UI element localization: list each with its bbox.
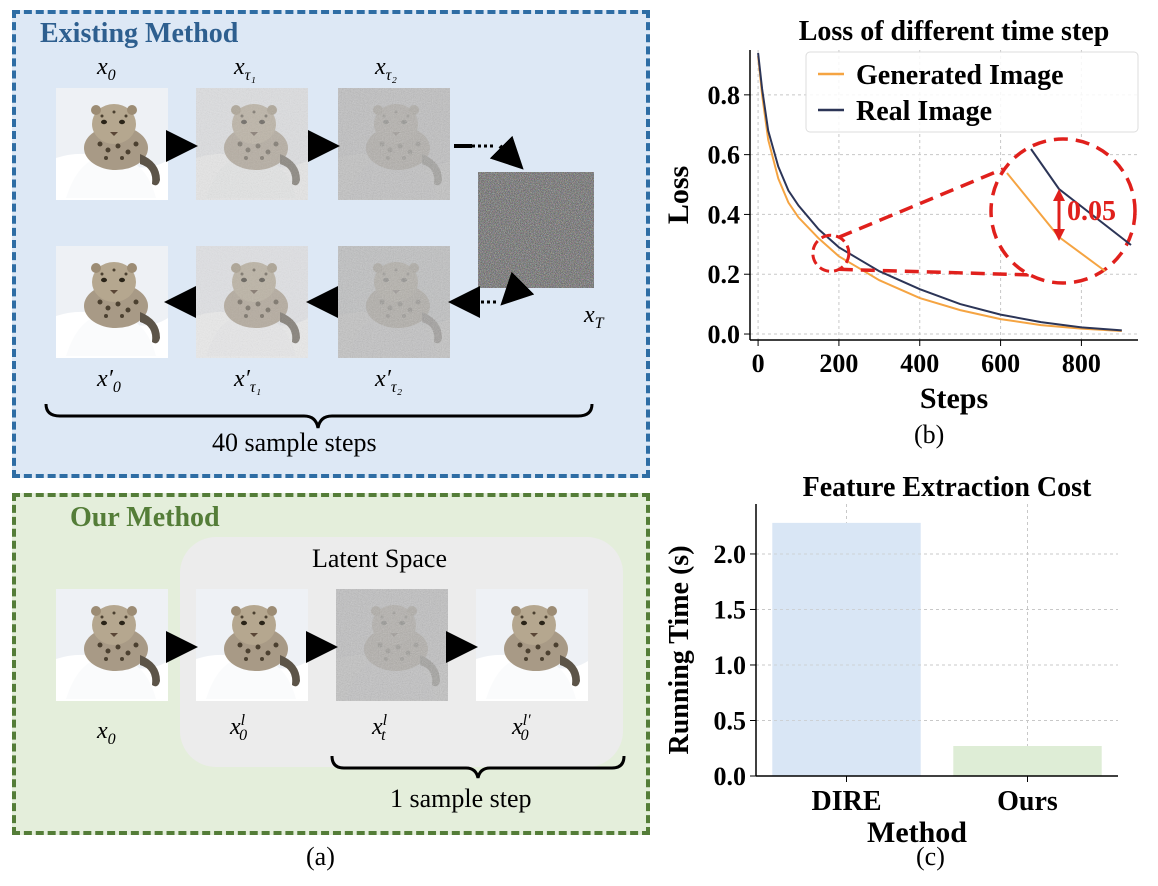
x-tick-label: 200 <box>819 349 858 378</box>
zoom-gap-arrowhead-down <box>1053 229 1065 241</box>
chart-c-ylabel: Running Time (s) <box>664 545 695 754</box>
bar-ours <box>953 746 1102 776</box>
zoom-source-circle <box>811 233 851 273</box>
label-xtau1-top: xτ₁ <box>234 54 256 84</box>
label-xtau2-prime: x′τ₂ <box>375 366 403 396</box>
label-xT: xT <box>584 302 604 332</box>
x-tick-label: 0 <box>752 349 765 378</box>
zoom-gap-label: 0.05 <box>1067 196 1116 227</box>
legend-label-0: Generated Image <box>856 60 1064 91</box>
bar-dire <box>772 522 921 776</box>
y-tick-label: 1.5 <box>714 595 747 624</box>
label-x0-prime: x′0 <box>97 366 121 396</box>
x-tick-label: 800 <box>1062 349 1101 378</box>
legend-box <box>805 51 1139 133</box>
label-xtau2-top: xτ₂ <box>375 54 397 84</box>
existing-method-title: Existing Method <box>40 18 239 49</box>
leopard-image-noise-1 <box>196 88 308 200</box>
our-method-arrows <box>166 631 626 779</box>
legend-label-1: Real Image <box>856 96 992 127</box>
y-tick-label: 0.0 <box>708 320 741 349</box>
sublabel-a: (a) <box>306 842 335 871</box>
chart-b-ylabel: Loss <box>662 166 695 224</box>
chart-c-title: Feature Extraction Cost <box>803 472 1092 503</box>
zoom-connector-top <box>838 167 1004 239</box>
y-tick-label: 0.0 <box>714 762 747 791</box>
pure-noise-image <box>478 172 594 288</box>
our-steps-caption: 1 sample step <box>390 784 532 813</box>
x-tick-label: 400 <box>900 349 939 378</box>
x-tick-label-dire: DIRE <box>811 786 881 817</box>
zoom-gap-arrowhead-up <box>1053 189 1065 201</box>
leopard-image-recon-1 <box>196 246 308 358</box>
our-method-title: Our Method <box>70 502 220 533</box>
leopard-image-noise-2 <box>338 88 450 200</box>
x-tick-label-ours: Ours <box>997 786 1058 817</box>
series-line-0 <box>757 55 1122 332</box>
y-tick-label: 2.0 <box>714 540 747 569</box>
sublabel-b: (b) <box>914 420 945 449</box>
label-ours-xl0: xl0 <box>230 712 248 744</box>
y-tick-label: 0.2 <box>708 260 741 289</box>
existing-method-arrows <box>44 130 594 429</box>
sublabel-c: (c) <box>916 842 945 871</box>
existing-steps-caption: 40 sample steps <box>212 428 377 457</box>
label-ours-xl0-prime: xl′0 <box>512 712 531 744</box>
loss-chart: Loss of different time step 0 200 400 600 800… <box>662 16 1139 415</box>
chart-c-xlabel: Method <box>867 816 967 849</box>
our-leopard-noised <box>336 589 448 701</box>
leopard-image-recon-2 <box>338 246 450 358</box>
label-ours-x0: x0 <box>97 718 116 748</box>
cost-chart: Feature Extraction Cost DIRE Ours 0.0 0.5 1.0… <box>664 472 1118 849</box>
y-tick-label: 1.0 <box>714 651 747 680</box>
latent-space-label: Latent Space <box>312 544 447 573</box>
chart-b-title: Loss of different time step <box>799 16 1110 47</box>
chart-b-xlabel: Steps <box>920 382 988 415</box>
x-tick-label: 600 <box>981 349 1020 378</box>
label-x0-top: x0 <box>97 54 116 84</box>
zoom-circle <box>989 137 1137 285</box>
chart-b-legend: Generated Image Real Image <box>805 51 1139 133</box>
label-xtau1-prime: x′τ₁ <box>234 366 262 396</box>
y-tick-label: 0.8 <box>708 81 741 110</box>
zoom-connector-bottom <box>838 267 1034 277</box>
y-tick-label: 0.6 <box>708 141 741 170</box>
y-tick-label: 0.4 <box>708 200 741 229</box>
label-ours-xlt: xlt <box>372 712 388 744</box>
y-tick-label: 0.5 <box>714 706 747 735</box>
